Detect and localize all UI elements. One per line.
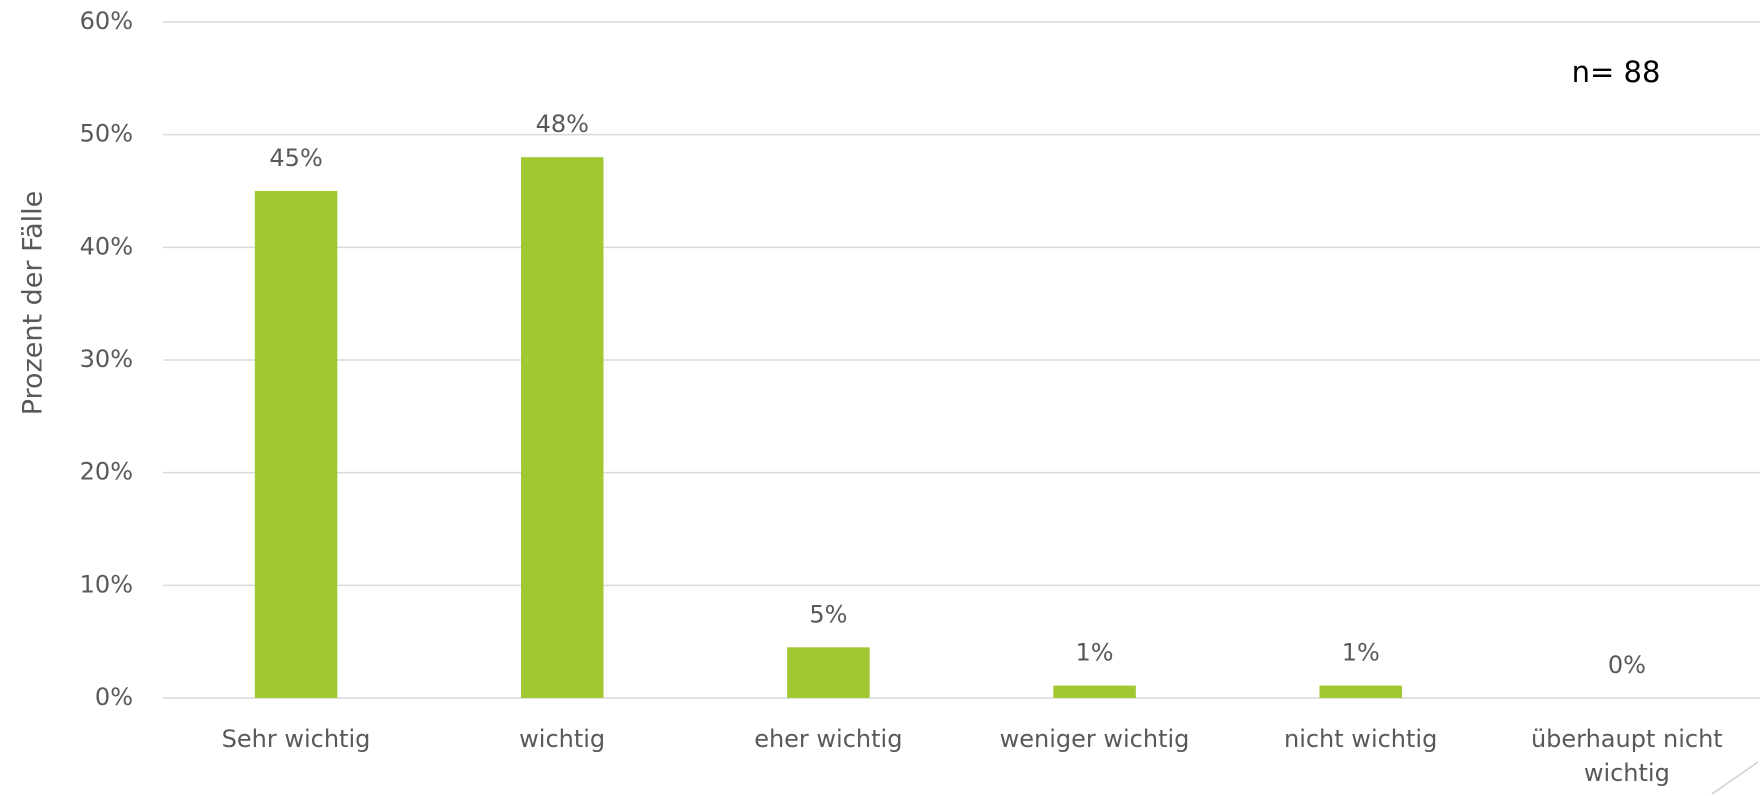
x-tick-label: eher wichtig (754, 725, 903, 753)
data-label: 48% (536, 110, 589, 138)
y-tick-label: 50% (80, 120, 133, 148)
annotation: n= 88 (1572, 55, 1661, 89)
x-tick-label: wichtig (519, 725, 606, 753)
y-tick-label: 20% (80, 458, 133, 486)
y-tick-label: 30% (80, 345, 133, 373)
x-tick-label: überhaupt nicht wichtig (1530, 725, 1723, 787)
bar (254, 191, 338, 698)
data-label: 1% (1342, 639, 1380, 667)
x-tick-label: weniger wichtig (999, 725, 1190, 753)
data-label: 0% (1608, 651, 1646, 679)
y-axis-label: Prozent der Fälle (18, 191, 49, 416)
bar (1053, 685, 1136, 698)
decoration (1711, 761, 1759, 795)
bar (520, 157, 604, 698)
data-label: 1% (1076, 639, 1114, 667)
x-tick-label: Sehr wichtig (221, 725, 371, 753)
y-tick-label: 0% (95, 683, 133, 711)
data-label: 5% (809, 600, 847, 628)
y-tick-label: 10% (80, 570, 133, 598)
bar (787, 647, 870, 698)
y-tick-label: 40% (80, 232, 133, 260)
y-tick-label: 60% (80, 7, 133, 35)
x-tick-label: nicht wichtig (1283, 725, 1438, 753)
bar (1319, 685, 1403, 698)
data-label: 45% (269, 144, 322, 172)
